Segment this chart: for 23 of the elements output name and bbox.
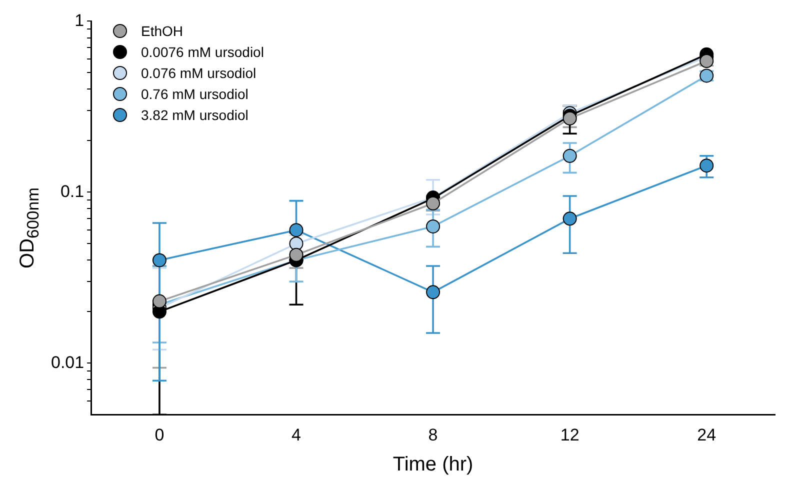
point (289, 248, 304, 262)
x-tick-label: 12 (560, 425, 580, 444)
point (426, 219, 440, 234)
legend-label: 3.82 mM ursodiol (141, 106, 248, 122)
point (289, 223, 304, 238)
x-tick-label: 8 (428, 425, 438, 444)
legend-label: EthOH (141, 22, 184, 38)
y-tick-label: 1 (74, 10, 84, 30)
y-tick-label: 0.01 (50, 352, 84, 372)
x-tick-label: 4 (292, 425, 301, 444)
x-tick-label: 0 (154, 425, 164, 444)
legend-label: 0.76 mM ursodiol (141, 86, 248, 102)
point (152, 253, 166, 268)
x-tick-label: 24 (697, 425, 716, 444)
x-axis-title: Time (hr) (392, 454, 474, 476)
point (152, 294, 166, 308)
point (562, 212, 577, 226)
point (426, 285, 440, 300)
point (562, 148, 577, 163)
point (700, 158, 714, 173)
y-tick-label: 0.1 (60, 182, 84, 201)
legend-label: 0.076 mM ursodiol (141, 64, 256, 80)
legend-label: 0.0076 mM ursodiol (141, 44, 264, 60)
